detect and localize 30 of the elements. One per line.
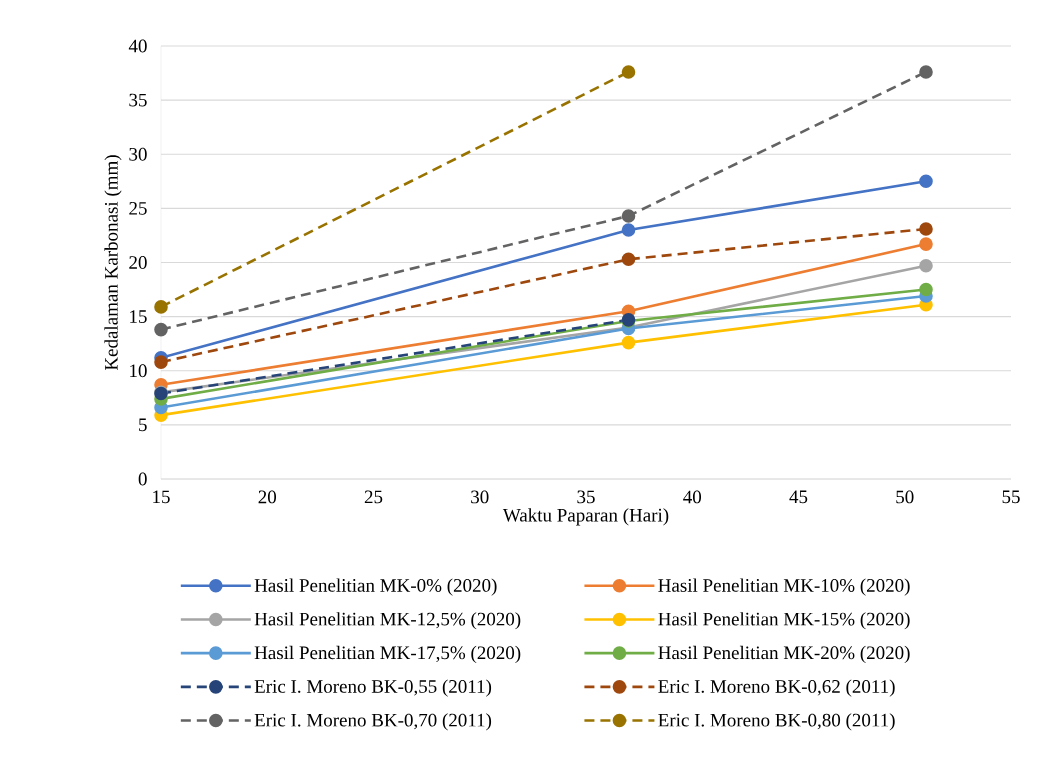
x-tick-label: 35: [577, 490, 595, 504]
x-tick-label: 55: [1002, 490, 1020, 504]
legend-label: Eric I. Moreno BK-0,80 (2011): [658, 713, 895, 731]
y-tick-label: 35: [129, 93, 147, 107]
y-tick-label: 10: [130, 364, 147, 378]
legend-label: Hasil Penelitian MK-20% (2020): [658, 645, 910, 664]
legend-label: Hasil Penelitian MK-0% (2020): [254, 578, 497, 596]
y-tick-label: 0: [138, 472, 147, 486]
legend-label: Eric I. Moreno BK-0,62 (2011): [658, 679, 895, 697]
x-tick-label: 40: [683, 490, 702, 504]
x-tick-label: 30: [471, 490, 489, 504]
legend-label: Hasil Penelitian MK-17,5% (2020): [254, 645, 521, 664]
x-tick-label: 20: [258, 490, 277, 504]
y-tick-label: 30: [129, 147, 147, 161]
x-tick-label: 50: [896, 490, 914, 504]
legend-label: Eric I. Moreno BK-0,55 (2011): [254, 679, 492, 697]
y-axis-title: Kedalaman Karbonasi (mm): [104, 155, 122, 371]
y-tick-label: 5: [139, 418, 147, 432]
legend-label: Eric I. Moreno BK-0,70 (2011): [254, 713, 492, 731]
x-tick-label: 25: [364, 490, 383, 504]
legend-label: Hasil Penelitian MK-10% (2020): [658, 578, 910, 596]
y-tick-label: 40: [128, 39, 147, 53]
y-tick-label: 20: [129, 256, 147, 269]
x-axis-title: Waktu Paparan (Hari): [502, 508, 669, 526]
x-tick-label: 15: [153, 490, 170, 504]
x-tick-label: 45: [789, 490, 808, 504]
y-tick-label: 25: [129, 201, 147, 215]
legend-label: Hasil Penelitian MK-15% (2020): [658, 612, 910, 630]
legend-label: Hasil Penelitian MK-12,5% (2020): [254, 612, 521, 630]
y-tick-label: 15: [130, 310, 147, 323]
